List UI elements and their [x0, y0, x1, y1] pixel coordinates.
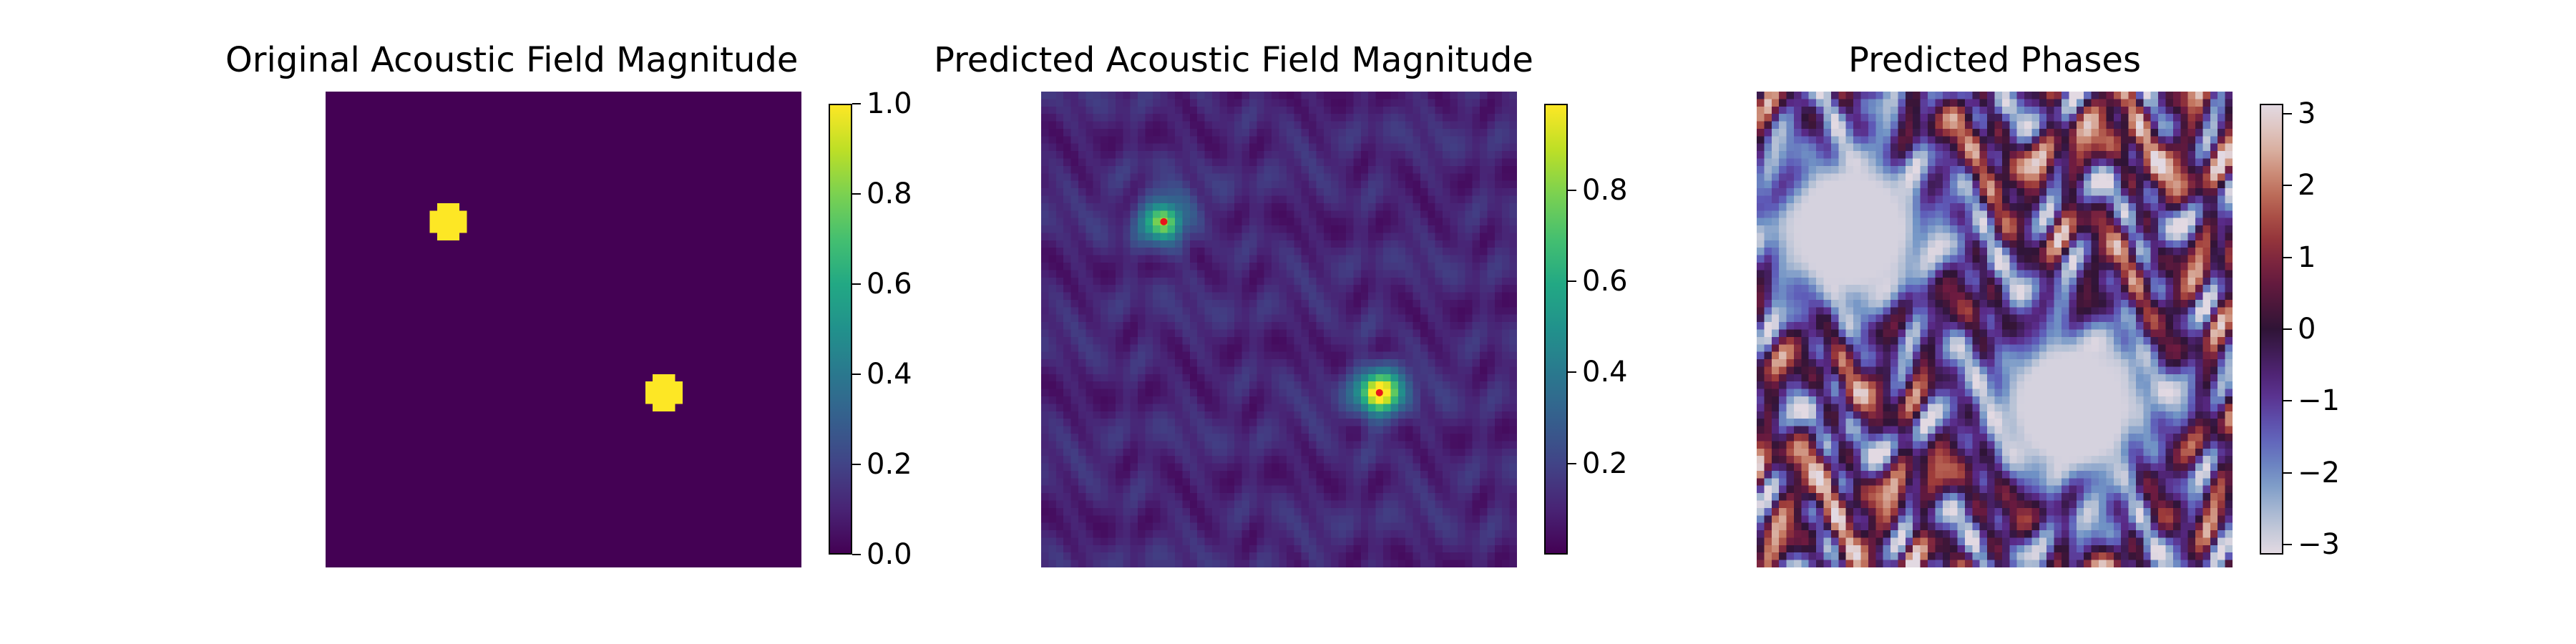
heatmap-original	[326, 92, 801, 567]
colorbar-predicted-magnitude-ticks: 0.2 0.4 0.6 0.8	[1568, 104, 1654, 555]
colorbar-tick-label: 0.2	[867, 448, 912, 481]
colorbar-tick	[2283, 328, 2292, 330]
colorbar-tick	[852, 554, 861, 555]
colorbar-tick-label: 0.6	[867, 268, 912, 301]
colorbar-tick-label: 0.8	[1582, 173, 1628, 207]
colorbar-tick-label: 3	[2298, 97, 2316, 131]
heatmap-original-overlay	[326, 92, 801, 567]
colorbar-predicted-phases-ticks: −3 −2 −1 0 1 2 3	[2283, 99, 2369, 559]
heatmap-predicted-phases-cells	[1757, 92, 2233, 567]
colorbar-tick	[852, 374, 861, 375]
colorbar-tick-label: 0.4	[1582, 356, 1628, 389]
focus-marker-1	[1160, 218, 1168, 225]
heatmap-predicted-phases	[1757, 92, 2233, 567]
colorbar-predicted-phases	[2260, 104, 2283, 555]
colorbar-tick-label: 1.0	[867, 87, 912, 120]
panel-title-predicted-phases: Predicted Phases	[1848, 40, 2141, 80]
colorbar-tick	[2283, 185, 2292, 187]
heatmap-predicted-phases-overlay	[1757, 92, 2233, 567]
colorbar-tick	[2283, 543, 2292, 545]
colorbar-tick-label: 0.2	[1582, 447, 1628, 480]
colorbar-tick	[1568, 189, 1576, 191]
colorbar-tick-label: −3	[2298, 527, 2340, 561]
colorbar-tick-label: 0.6	[1582, 265, 1628, 298]
colorbar-tick	[2283, 256, 2292, 258]
heatmap-predicted-magnitude	[1041, 92, 1517, 567]
colorbar-tick	[2283, 113, 2292, 115]
heatmap-predicted-magnitude-cells	[1041, 92, 1517, 567]
colorbar-tick	[2283, 472, 2292, 474]
colorbar-original	[829, 104, 852, 555]
colorbar-tick-label: 0	[2298, 313, 2316, 346]
colorbar-tick-label: −2	[2298, 456, 2340, 489]
colorbar-tick	[852, 283, 861, 285]
colorbar-predicted-magnitude	[1544, 104, 1568, 555]
colorbar-tick	[1568, 462, 1576, 464]
colorbar-tick	[2283, 400, 2292, 402]
colorbar-tick-label: −1	[2298, 384, 2340, 418]
heatmap-predicted-magnitude-overlay	[1160, 218, 1383, 396]
panel-title-original: Original Acoustic Field Magnitude	[225, 40, 799, 80]
focus-marker-2	[1375, 389, 1383, 396]
colorbar-tick	[1568, 280, 1576, 283]
colorbar-tick-label: 0.8	[867, 177, 912, 210]
colorbar-tick	[852, 193, 861, 195]
heatmap-original-cells	[326, 92, 801, 567]
colorbar-tick-label: 0.0	[867, 538, 912, 571]
panel-title-predicted-magnitude: Predicted Acoustic Field Magnitude	[934, 40, 1533, 80]
colorbar-tick-label: 2	[2298, 169, 2316, 203]
colorbar-tick-label: 0.4	[867, 358, 912, 391]
colorbar-tick	[852, 464, 861, 465]
colorbar-tick	[1568, 371, 1576, 374]
colorbar-tick-label: 1	[2298, 240, 2316, 274]
colorbar-original-ticks: 0.0 0.2 0.4 0.6 0.8 1.0	[852, 89, 938, 569]
colorbar-tick	[852, 103, 861, 104]
